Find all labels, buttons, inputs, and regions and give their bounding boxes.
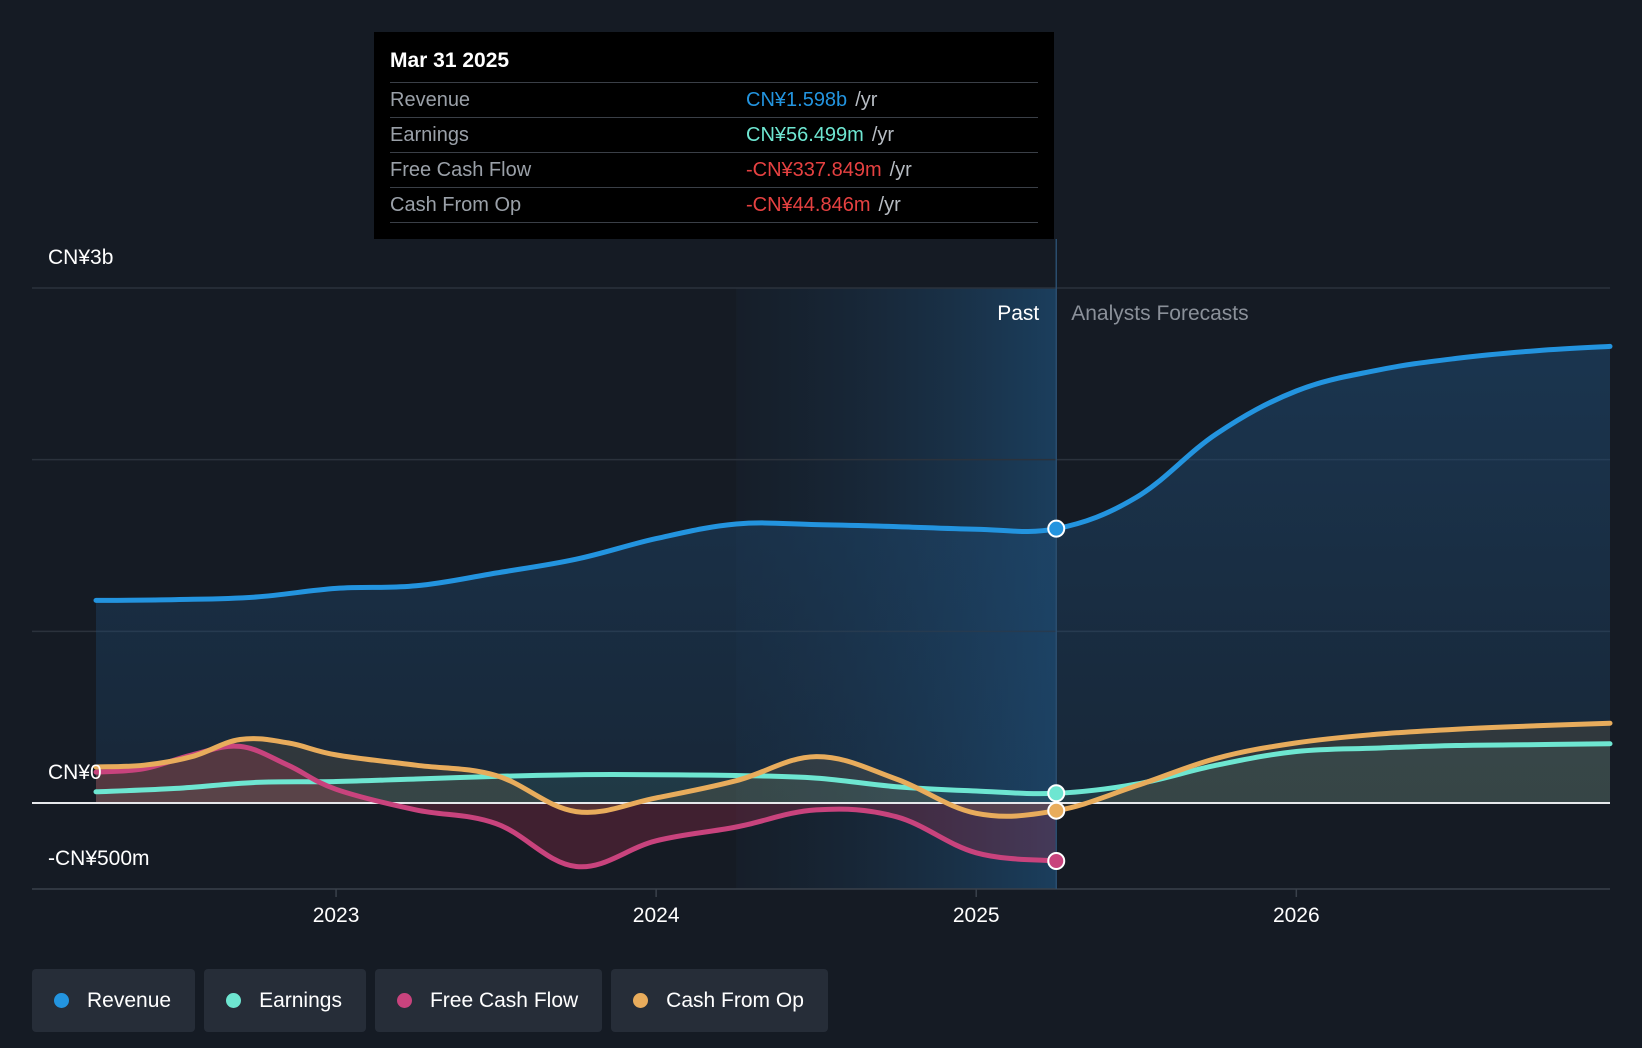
tooltip-value: CN¥56.499m <box>746 124 864 146</box>
y-axis-labels: CN¥3b CN¥0 -CN¥500m <box>48 246 150 870</box>
tooltip-value: -CN¥44.846m <box>746 194 871 216</box>
x-tick-label: 2024 <box>633 904 680 927</box>
marker-earnings <box>1047 784 1066 803</box>
tooltip-value: -CN¥337.849m <box>746 159 882 181</box>
legend-item-free-cash-flow[interactable]: Free Cash Flow <box>374 969 603 1032</box>
tooltip-label: Free Cash Flow <box>390 159 532 181</box>
line-earnings <box>93 741 1613 797</box>
legend-label: Earnings <box>259 988 342 1012</box>
y-tick-label: -CN¥500m <box>48 847 150 870</box>
area-cash-from-op <box>96 723 1610 817</box>
line-free-cash-flow <box>93 743 1059 870</box>
marker-cash-from-op <box>1047 801 1066 820</box>
x-tick-label: 2025 <box>953 904 1000 927</box>
tooltip-date: Mar 31 2025 <box>390 46 1038 83</box>
area-free-cash-flow <box>96 746 1057 867</box>
legend-item-revenue[interactable]: Revenue <box>32 969 196 1032</box>
legend: Revenue Earnings Free Cash Flow Cash Fro… <box>32 969 828 1032</box>
tooltip-row-free-cash-flow: Free Cash Flow -CN¥337.849m /yr <box>390 153 1038 188</box>
marker-revenue <box>1047 519 1066 538</box>
tooltip-value: CN¥1.598b <box>746 89 848 111</box>
legend-label: Cash From Op <box>666 988 804 1012</box>
legend-label: Free Cash Flow <box>429 988 579 1012</box>
x-tick-label: 2023 <box>313 904 360 927</box>
area-earnings <box>96 743 1610 803</box>
legend-dot-icon <box>226 993 242 1008</box>
x-tick-label: 2026 <box>1273 904 1320 927</box>
series-fills <box>96 346 1610 867</box>
series-lines <box>93 343 1613 870</box>
tooltip-label: Earnings <box>390 124 469 146</box>
y-tick-label: CN¥0 <box>48 761 102 784</box>
tooltip-unit: /yr <box>871 124 895 146</box>
tooltip-label: Revenue <box>390 89 471 111</box>
legend-dot-icon <box>396 993 412 1008</box>
tooltip: Mar 31 2025 Revenue CN¥1.598b /yr Earnin… <box>374 32 1054 239</box>
tooltip-unit: /yr <box>855 89 878 111</box>
tooltip-row-revenue: Revenue CN¥1.598b /yr <box>390 83 1038 118</box>
legend-item-cash-from-op[interactable]: Cash From Op <box>611 969 828 1032</box>
hover-markers <box>1047 519 1066 870</box>
tooltip-unit: /yr <box>878 194 901 216</box>
line-cash-from-op <box>93 720 1613 819</box>
area-revenue <box>96 346 1610 803</box>
line-revenue <box>93 343 1613 603</box>
tooltip-row-cash-from-op: Cash From Op -CN¥44.846m /yr <box>390 188 1038 223</box>
tooltip-unit: /yr <box>889 159 912 181</box>
tooltip-row-earnings: Earnings CN¥56.499m /yr <box>390 118 1038 153</box>
legend-item-earnings[interactable]: Earnings <box>204 969 366 1032</box>
x-axis-labels: 2023 2024 2025 2026 <box>313 889 1320 927</box>
forecast-label: Analysts Forecasts <box>1071 302 1248 325</box>
tooltip-label: Cash From Op <box>390 194 522 216</box>
legend-label: Revenue <box>87 988 172 1012</box>
y-tick-label: CN¥3b <box>48 246 113 269</box>
legend-dot-icon <box>633 993 649 1008</box>
marker-free-cash-flow <box>1047 851 1066 870</box>
legend-dot-icon <box>54 993 69 1008</box>
past-label: Past <box>997 302 1039 325</box>
